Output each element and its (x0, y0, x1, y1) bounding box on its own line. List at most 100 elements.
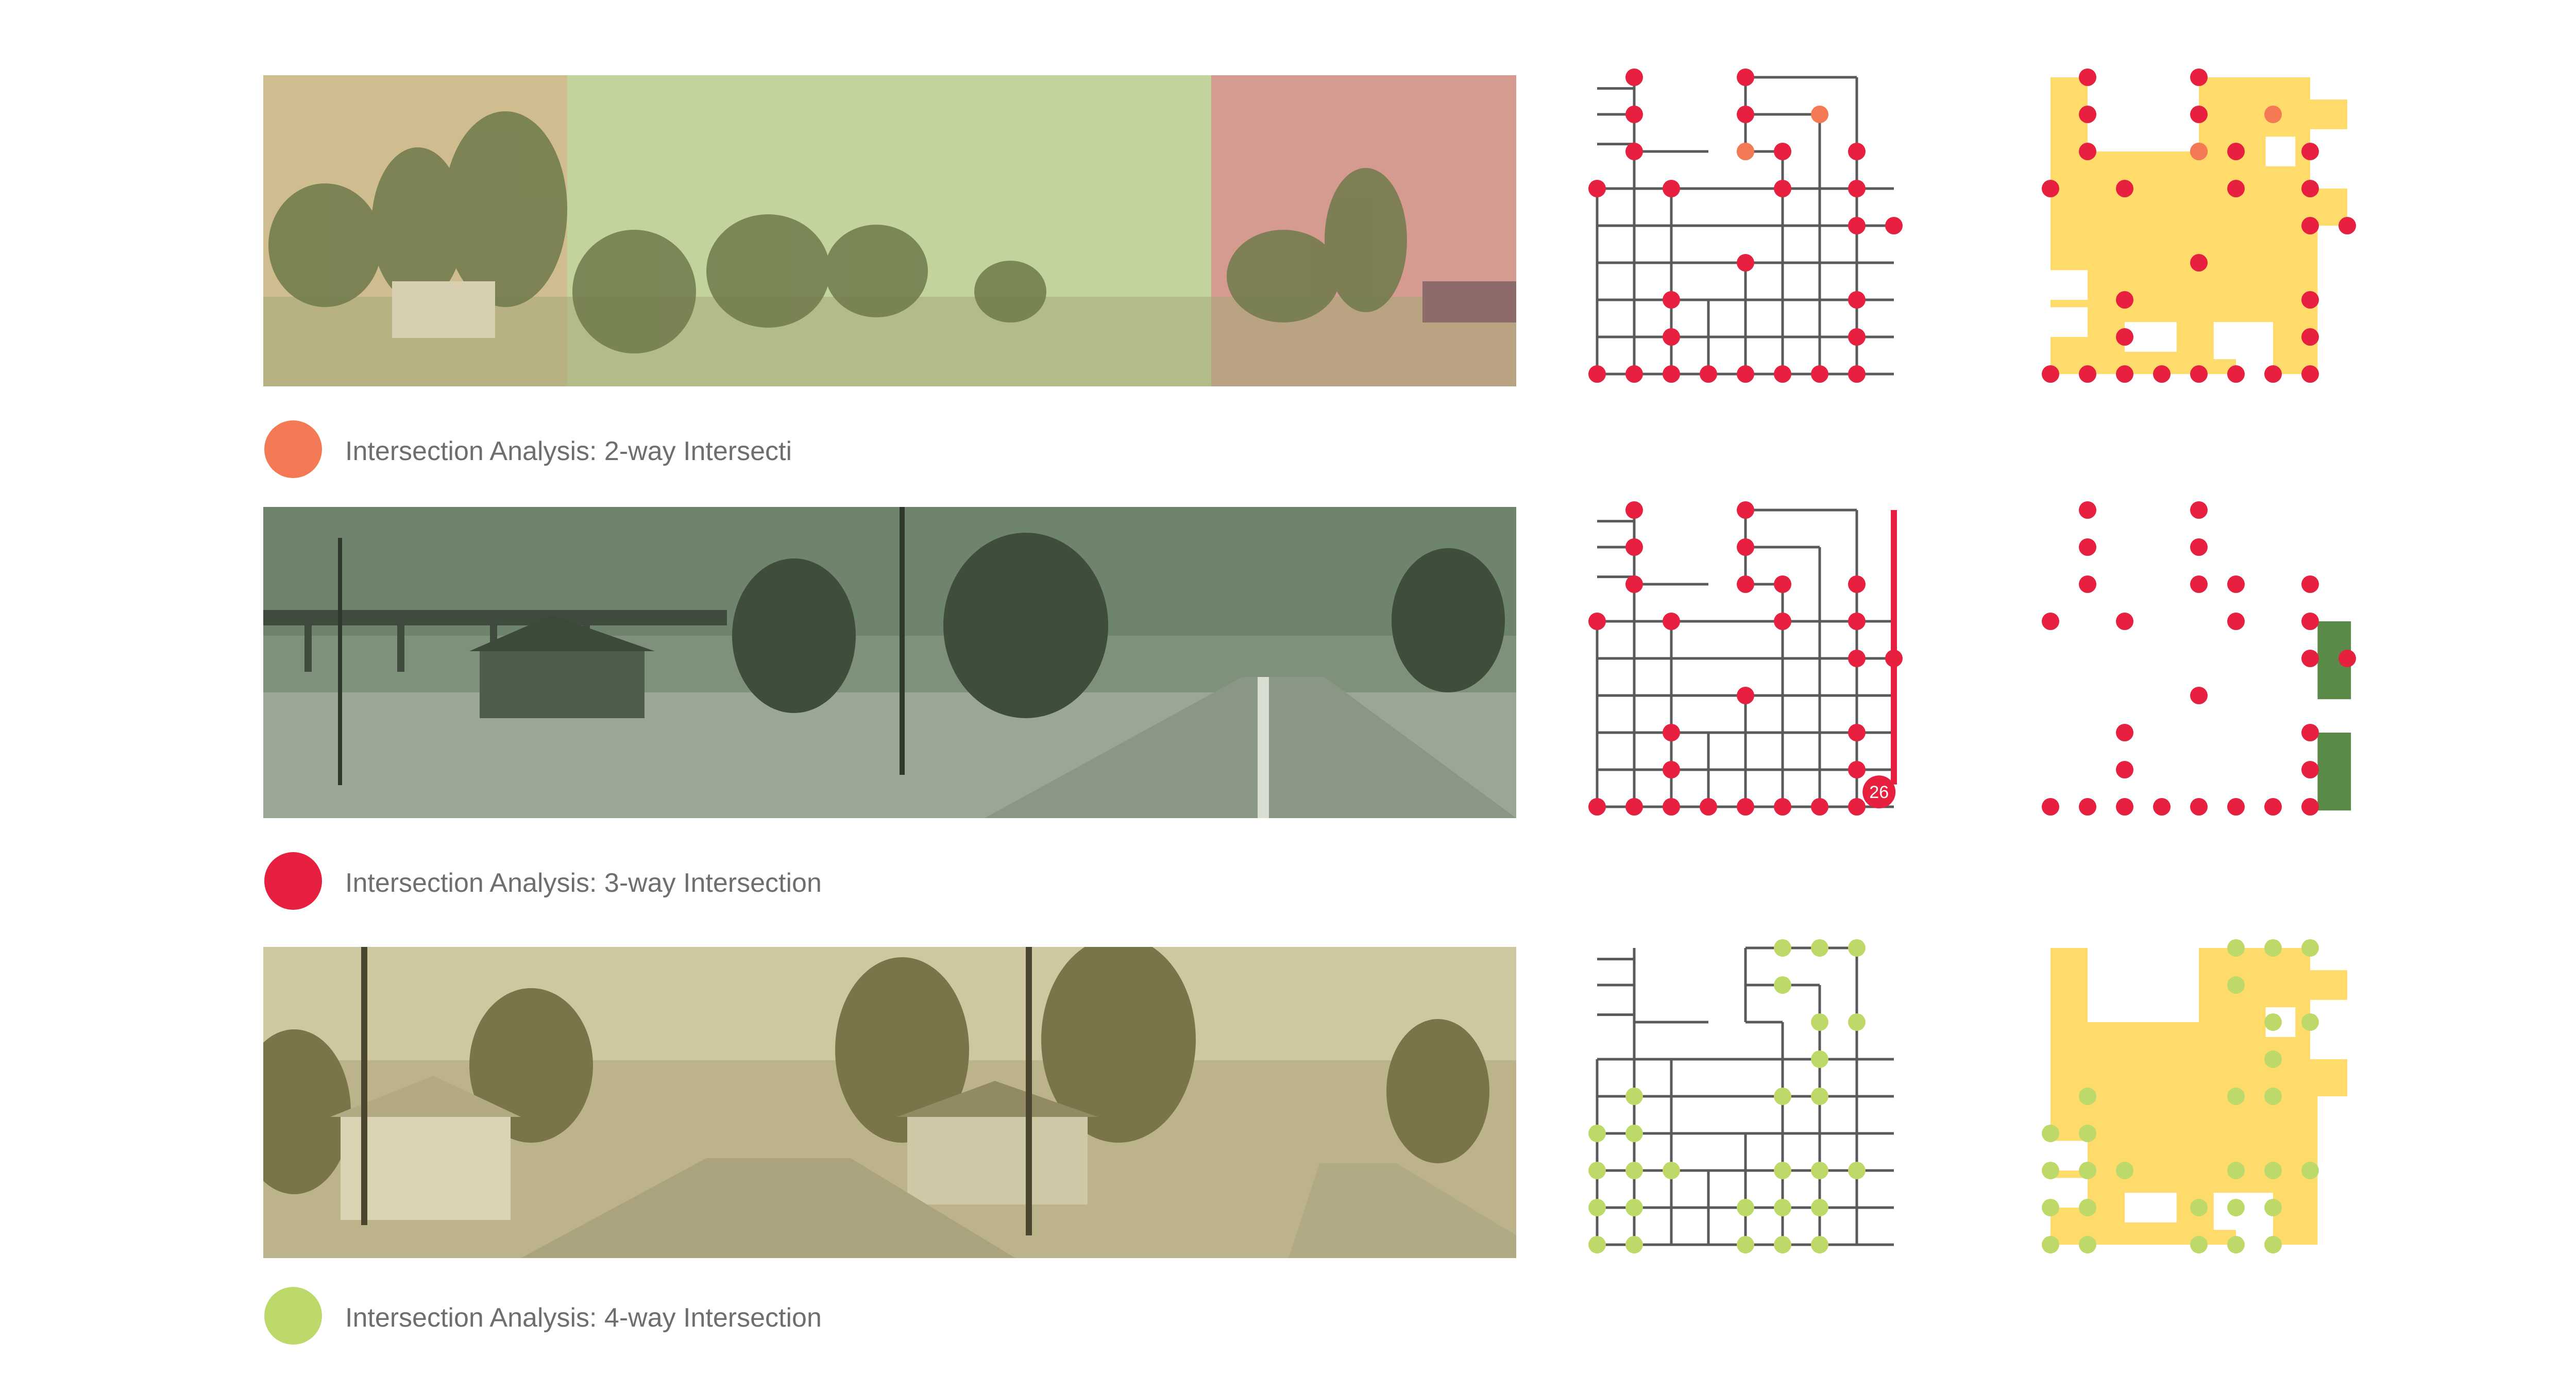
green-block (2317, 733, 2351, 811)
intersection-dot (2153, 365, 2171, 383)
block-map-3-way (2040, 500, 2411, 860)
block-fill (2050, 948, 2347, 1245)
intersection-dot (2264, 1236, 2282, 1253)
intersection-dot (1737, 1199, 1754, 1216)
intersection-dot (1885, 650, 1903, 667)
intersection-dot (1625, 575, 1643, 593)
intersection-dot (2079, 538, 2096, 556)
intersection-dot (2079, 575, 2096, 593)
intersection-dot (1625, 365, 1643, 383)
legend-label-2-way: Intersection Analysis: 2-way Intersecti (345, 436, 792, 466)
block-rect (2088, 1022, 2162, 1178)
intersection-dot (1663, 180, 1680, 197)
intersection-dot (1737, 365, 1754, 383)
intersection-dot (2227, 939, 2245, 957)
intersection-dot (1774, 976, 1791, 994)
intersection-dot (1625, 143, 1643, 160)
block-notch (2213, 322, 2251, 360)
intersection-dot (2190, 501, 2208, 519)
block-rect (2310, 970, 2347, 1000)
block-fill (2050, 77, 2347, 374)
intersection-dot (2227, 1088, 2245, 1105)
intersection-dot (2116, 724, 2133, 741)
intersection-dot (2190, 538, 2208, 556)
intersection-dot (2301, 1013, 2319, 1031)
block-notch (2317, 1007, 2347, 1037)
block-rect (2050, 948, 2088, 1059)
intersection-dot (2338, 650, 2356, 667)
legend-dot-2-way (264, 420, 322, 478)
legend-label-4-way: Intersection Analysis: 4-way Intersectio… (345, 1303, 822, 1333)
intersection-dot (1737, 575, 1754, 593)
intersection-dot (1588, 1236, 1606, 1253)
intersection-dot (2301, 798, 2319, 816)
block-notch (2317, 137, 2347, 166)
intersection-dot (1663, 761, 1680, 778)
block-map-2-way (2040, 67, 2411, 428)
intersection-dot (2301, 939, 2319, 957)
intersection-dot (2079, 1162, 2096, 1179)
intersection-dot (2301, 365, 2319, 383)
intersection-dot (1663, 1162, 1680, 1179)
intersection-dot (2264, 1088, 2282, 1105)
intersection-dot (1774, 1199, 1791, 1216)
legend-label-3-way: Intersection Analysis: 3-way Intersectio… (345, 868, 822, 898)
block-rect (2088, 151, 2162, 308)
intersection-dot (2264, 1013, 2282, 1031)
intersection-dot (2301, 328, 2319, 346)
block-notch (2265, 137, 2296, 166)
intersection-dot (1774, 613, 1791, 630)
intersection-dot (1663, 613, 1680, 630)
intersection-dot (1663, 365, 1680, 383)
intersection-dot (1848, 180, 1866, 197)
intersection-dot (1625, 69, 1643, 86)
intersection-dot (1848, 291, 1866, 309)
intersection-dot (2079, 106, 2096, 123)
intersection-dot (2301, 724, 2319, 741)
intersection-dot (2190, 1236, 2208, 1253)
intersection-dot (2190, 575, 2208, 593)
intersection-dot (1848, 1013, 1866, 1031)
intersection-dot (1588, 1199, 1606, 1216)
street-photo-row-2 (263, 507, 1516, 818)
intersection-dot (1737, 501, 1754, 519)
intersection-dot (2079, 69, 2096, 86)
intersection-dot (2116, 613, 2133, 630)
intersection-dot (1811, 106, 1828, 123)
intersection-dot (1737, 1236, 1754, 1253)
block-rect (2310, 1059, 2347, 1096)
intersection-dot (1774, 1236, 1791, 1253)
intersection-dot (2301, 613, 2319, 630)
intersection-dot (1774, 143, 1791, 160)
intersection-dot (1848, 328, 1866, 346)
intersection-dot (1811, 1162, 1828, 1179)
intersection-dot (1588, 180, 1606, 197)
intersection-dot (2190, 143, 2208, 160)
intersection-dot (2042, 365, 2059, 383)
intersection-dot (1625, 798, 1643, 816)
intersection-dot (1700, 365, 1717, 383)
intersection-dot (2079, 365, 2096, 383)
intersection-dot (2264, 1050, 2282, 1068)
intersection-dot (2190, 687, 2208, 704)
block-rect (2050, 77, 2088, 189)
intersection-dot (1625, 1088, 1643, 1105)
intersection-dot (1737, 687, 1754, 704)
intersection-dot (1774, 1162, 1791, 1179)
intersection-dot (2264, 1162, 2282, 1179)
intersection-dot (2116, 328, 2133, 346)
intersection-dot (2079, 1236, 2096, 1253)
intersection-dot (2079, 143, 2096, 160)
intersection-dot (1811, 1050, 1828, 1068)
intersection-dot (1588, 365, 1606, 383)
intersection-dot (1737, 143, 1754, 160)
intersection-dot (2301, 143, 2319, 160)
intersection-dot (2227, 613, 2245, 630)
intersection-dot (2301, 1162, 2319, 1179)
intersection-dot (1737, 798, 1754, 816)
block-rect (2310, 99, 2347, 129)
intersection-dot (1737, 254, 1754, 272)
intersection-dot (2227, 180, 2245, 197)
intersection-dot (1811, 1088, 1828, 1105)
intersection-dot (2116, 365, 2133, 383)
